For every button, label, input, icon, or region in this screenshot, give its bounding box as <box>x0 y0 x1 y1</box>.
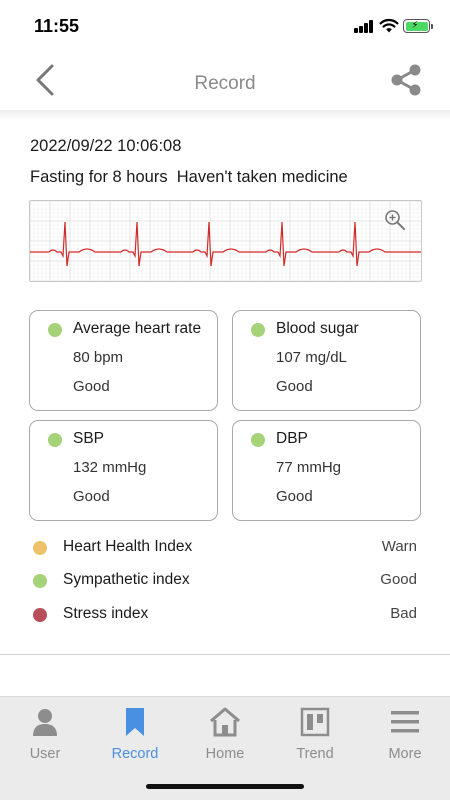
metric-value: 132 mmHg <box>73 459 147 476</box>
ecg-grid <box>30 201 421 281</box>
tab-record[interactable]: Record <box>90 697 180 777</box>
battery-tip <box>431 24 433 29</box>
metric-title: SBP <box>73 430 105 447</box>
user-icon <box>33 709 57 736</box>
wifi-icon <box>379 18 399 33</box>
ecg-waveform[interactable] <box>29 200 422 282</box>
metric-card-blood-sugar[interactable]: Blood sugar 107 mg/dL Good <box>232 310 421 411</box>
metric-title: DBP <box>276 430 308 447</box>
index-label: Sympathetic index <box>63 571 190 588</box>
tab-user[interactable]: User <box>0 697 90 777</box>
tab-label: Record <box>111 746 159 762</box>
status-dot-warn <box>33 541 47 555</box>
status-dot-good <box>48 323 62 337</box>
home-indicator <box>146 784 304 789</box>
metric-status: Good <box>276 378 313 395</box>
ecg-trace <box>30 221 421 267</box>
tab-bar: User Record Home Trend More <box>0 696 450 800</box>
metric-value: 77 mmHg <box>276 459 342 476</box>
index-row-stress[interactable]: Stress index Bad <box>30 603 417 627</box>
metric-card-dbp[interactable]: DBP 77 mmHg Good <box>232 420 421 521</box>
tab-trend[interactable]: Trend <box>270 697 360 777</box>
metric-title: Average heart rate <box>73 320 202 337</box>
metric-card-sbp[interactable]: SBP 132 mmHg Good <box>29 420 218 521</box>
metric-value: 80 bpm <box>73 349 124 366</box>
bookmark-icon <box>126 708 144 736</box>
metric-value: 107 mg/dL <box>276 349 347 366</box>
index-status: Warn <box>381 538 417 555</box>
status-dot-good <box>251 433 265 447</box>
trend-board-icon <box>300 707 330 737</box>
content-divider <box>0 654 450 655</box>
tab-home[interactable]: Home <box>180 697 270 777</box>
index-status: Bad <box>390 605 417 622</box>
index-label: Stress index <box>63 605 149 622</box>
metric-status: Good <box>73 488 110 505</box>
battery-icon: ⚡ <box>403 19 430 33</box>
page-title: Record <box>194 73 256 94</box>
status-dot-good <box>48 433 62 447</box>
metric-title: Blood sugar <box>276 320 359 337</box>
index-row-heart-health[interactable]: Heart Health Index Warn <box>30 536 417 560</box>
zoom-in-icon[interactable] <box>383 208 407 232</box>
cellular-signal-icon <box>354 20 374 33</box>
tab-label: Home <box>205 746 245 762</box>
tab-more[interactable]: More <box>360 697 450 777</box>
index-label: Heart Health Index <box>63 538 193 555</box>
nav-bar: Record <box>0 52 450 110</box>
chevron-left-icon[interactable] <box>30 60 62 100</box>
metric-status: Good <box>276 488 313 505</box>
record-conditions: Fasting for 8 hours Haven't taken medici… <box>30 168 348 186</box>
nav-shadow <box>0 110 450 120</box>
ecg-chart <box>30 201 421 281</box>
status-bar: 11:55 ⚡ <box>0 0 450 52</box>
home-icon <box>210 707 240 737</box>
index-status: Good <box>380 571 417 588</box>
record-datetime: 2022/09/22 10:06:08 <box>30 137 182 155</box>
tab-label: Trend <box>296 746 334 762</box>
status-time: 11:55 <box>34 16 80 36</box>
metric-card-heart-rate[interactable]: Average heart rate 80 bpm Good <box>29 310 218 411</box>
tab-label: User <box>29 746 61 762</box>
metric-status: Good <box>73 378 110 395</box>
index-row-sympathetic[interactable]: Sympathetic index Good <box>30 569 417 593</box>
menu-icon <box>391 711 419 733</box>
status-dot-good <box>33 574 47 588</box>
status-dot-good <box>251 323 265 337</box>
status-dot-bad <box>33 608 47 622</box>
tab-label: More <box>388 746 422 762</box>
share-icon[interactable] <box>388 62 424 98</box>
